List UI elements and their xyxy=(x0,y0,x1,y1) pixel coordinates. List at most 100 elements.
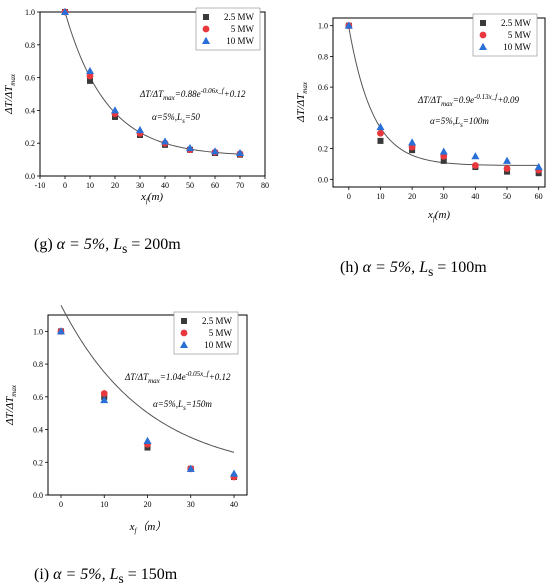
legend-marker xyxy=(203,14,209,20)
point-triangle xyxy=(439,147,448,155)
legend-marker xyxy=(202,36,210,44)
legend-marker xyxy=(181,318,187,324)
fit-equation: ΔT/ΔTmax=0.88e-0.06x_f+0.12 xyxy=(139,87,246,102)
x-tick-label: 80 xyxy=(261,181,269,190)
y-tick-label: 0.8 xyxy=(33,360,43,369)
point-square xyxy=(440,157,447,164)
legend-label: 10 MW xyxy=(204,340,232,350)
x-tick-label: 40 xyxy=(161,181,169,190)
legend-marker xyxy=(480,20,486,26)
legend: 2.5 MW 5 MW 10 MW xyxy=(195,7,261,51)
y-tick-label: 0.4 xyxy=(33,426,43,435)
chart-h: 0 10 20 30 40 50 60 0.0 0.2 0.4 0.6 0.8 1.0 ΔT/ΔTmax x… xyxy=(295,13,546,223)
point-triangle xyxy=(503,156,512,164)
legend-marker xyxy=(180,329,188,337)
fit-params: α=5%,Ls=50 xyxy=(152,112,200,125)
legend-label: 2.5 MW xyxy=(224,12,255,22)
x-tick-label: 30 xyxy=(136,181,144,190)
legend-marker xyxy=(479,42,487,50)
legend-marker xyxy=(180,340,188,348)
legend: 2.5 MW 5 MW 10 MW xyxy=(472,13,538,57)
point-circle xyxy=(86,72,94,80)
point-triangle xyxy=(408,138,417,146)
x-tick-label: 60 xyxy=(211,181,219,190)
x-axis-label: xf(m) xyxy=(140,191,163,205)
caption-i-sub: s xyxy=(118,571,124,587)
chart-i: 0 10 20 30 40 0.0 0.2 0.4 0.6 0.8 1.0 ΔT/ΔTmax xf（m）… xyxy=(4,304,248,535)
y-tick-label: 0.0 xyxy=(318,175,328,184)
caption-g-sub: s xyxy=(122,241,128,257)
y-tick-label: 0.4 xyxy=(25,106,35,115)
x-tick-label: 30 xyxy=(440,192,448,201)
fit-curve xyxy=(60,304,235,453)
point-triangle xyxy=(143,436,152,444)
point-triangle xyxy=(61,7,69,15)
legend-marker xyxy=(202,25,210,33)
legend-label: 5 MW xyxy=(508,30,532,40)
fit-params: α=5%,Ls=100m xyxy=(430,116,489,129)
x-tick-label: 10 xyxy=(376,192,384,201)
point-circle xyxy=(503,165,511,172)
caption-g-l: L xyxy=(113,236,123,253)
x-tick-label: 10 xyxy=(86,181,94,190)
x-tick-label: 60 xyxy=(535,192,543,201)
x-tick-label: 50 xyxy=(503,192,511,201)
caption-h-tail: = 100m xyxy=(433,259,487,276)
caption-g-alpha: α = 5%, xyxy=(56,236,114,253)
x-tick-label: 20 xyxy=(144,500,152,509)
caption-i-l: L xyxy=(109,566,119,583)
caption-h-sub: s xyxy=(428,264,434,280)
point-triangle xyxy=(161,137,169,145)
point-triangle xyxy=(236,148,244,157)
y-tick-label: 0.6 xyxy=(25,74,35,83)
legend-label: 5 MW xyxy=(209,328,233,338)
x-axis-label: xf（m） xyxy=(129,520,167,535)
point-triangle xyxy=(186,464,195,472)
legend-label: 2.5 MW xyxy=(501,18,532,28)
legend-label: 10 MW xyxy=(503,42,531,52)
caption-g: (g) α = 5%, Ls = 200m xyxy=(34,236,181,257)
legend-label: 10 MW xyxy=(226,36,254,46)
point-triangle xyxy=(534,162,543,171)
plot-frame xyxy=(39,11,266,177)
caption-i-alpha: α = 5%, xyxy=(53,566,110,583)
point-triangle xyxy=(471,152,480,160)
plot-frame xyxy=(332,17,546,188)
y-axis-label: ΔT/ΔTmax xyxy=(3,73,17,115)
point-triangle xyxy=(344,21,353,29)
y-tick-label: 0.4 xyxy=(318,114,328,123)
x-tick-label: -10 xyxy=(35,181,46,190)
y-tick-label: 0.8 xyxy=(25,41,35,50)
y-tick-label: 0.2 xyxy=(318,145,328,154)
x-tick-label: 70 xyxy=(236,181,244,190)
y-tick-label: 1.0 xyxy=(318,22,328,31)
x-tick-label: 40 xyxy=(230,500,238,509)
legend-label: 2.5 MW xyxy=(202,316,233,326)
point-square xyxy=(87,77,93,84)
point-circle xyxy=(377,129,384,137)
caption-h-alpha: α = 5%, xyxy=(362,259,420,276)
y-tick-label: 0.0 xyxy=(33,491,43,500)
x-tick-label: 20 xyxy=(111,181,119,190)
point-triangle xyxy=(186,143,194,152)
legend-label: 5 MW xyxy=(231,24,255,34)
x-tick-label: 0 xyxy=(63,181,67,190)
caption-i: (i) α = 5%, Ls = 150m xyxy=(34,566,177,587)
caption-h-prefix: (h) xyxy=(340,259,363,276)
point-triangle xyxy=(111,106,119,114)
point-triangle xyxy=(56,327,65,335)
point-triangle xyxy=(376,122,385,131)
y-tick-label: 0.8 xyxy=(318,52,328,61)
caption-h-l: L xyxy=(419,259,429,276)
x-tick-label: 40 xyxy=(471,192,479,201)
point-triangle xyxy=(230,469,239,477)
x-tick-label: 50 xyxy=(186,181,194,190)
point-triangle xyxy=(86,66,94,75)
legend-marker xyxy=(479,31,487,39)
point-triangle xyxy=(136,125,144,134)
caption-h: (h) α = 5%, Ls = 100m xyxy=(340,259,487,280)
x-tick-label: 30 xyxy=(187,500,195,509)
y-tick-label: 1.0 xyxy=(33,327,43,336)
fit-equation: ΔT/ΔTmax=1.04e-0.05x_f+0.12 xyxy=(124,370,231,385)
caption-i-tail: = 150m xyxy=(123,566,178,583)
